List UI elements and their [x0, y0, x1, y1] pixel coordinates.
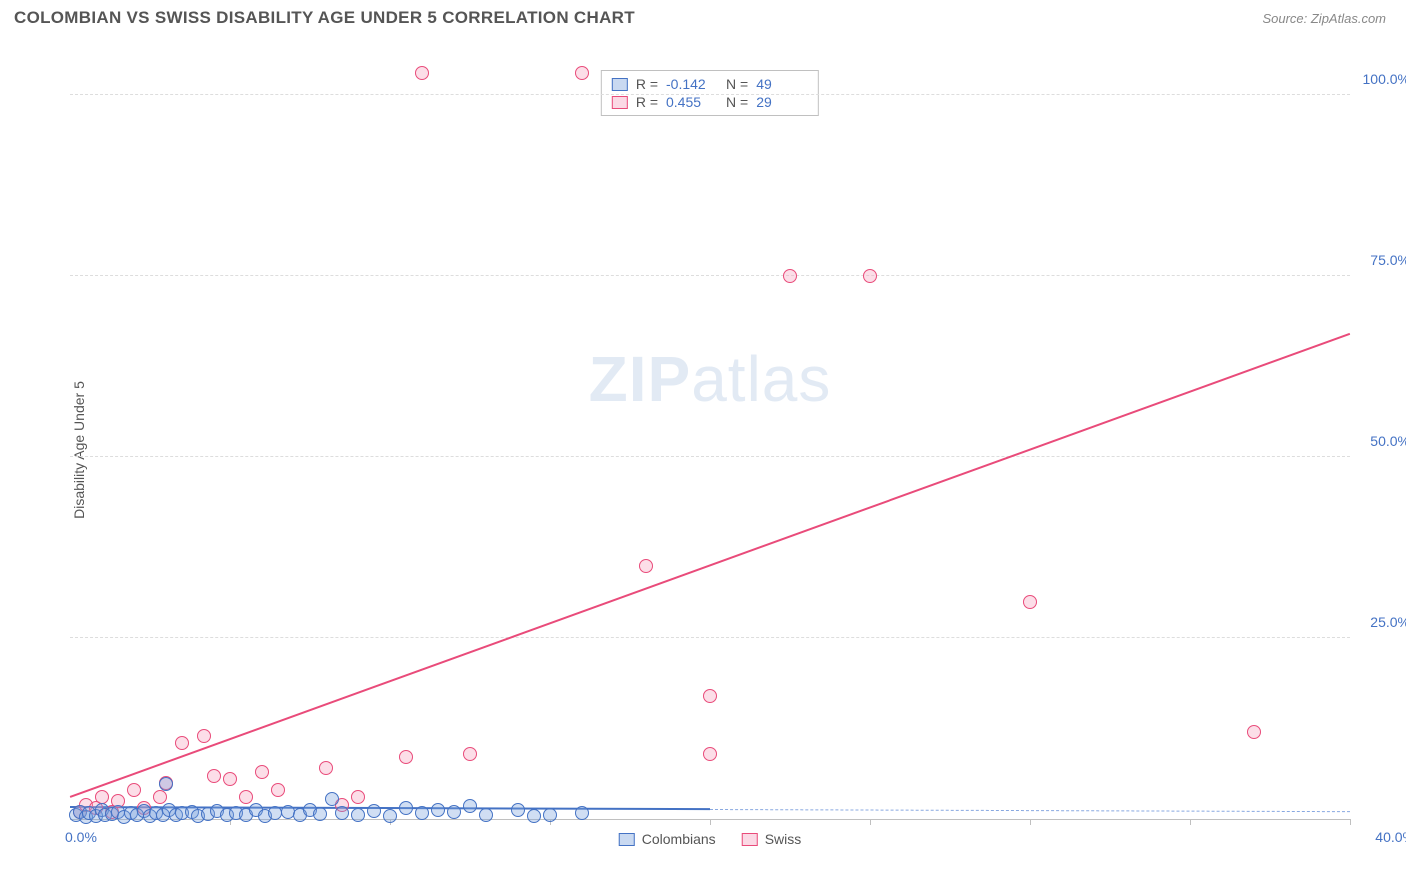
scatter-point [639, 559, 653, 573]
x-tick [1350, 819, 1351, 825]
stat-r-label: R = [636, 76, 658, 92]
x-tick [870, 819, 871, 825]
scatter-point [1247, 725, 1261, 739]
grid-line [70, 456, 1350, 457]
x-tick [710, 819, 711, 825]
scatter-point [351, 808, 365, 822]
scatter-point [399, 750, 413, 764]
legend-item-swiss: Swiss [742, 831, 802, 847]
scatter-point [159, 777, 173, 791]
chart-title: COLOMBIAN VS SWISS DISABILITY AGE UNDER … [14, 8, 635, 28]
scatter-point [175, 736, 189, 750]
y-tick-label: 75.0% [1370, 252, 1406, 268]
scatter-point [863, 269, 877, 283]
scatter-point [447, 805, 461, 819]
scatter-point [543, 808, 557, 822]
scatter-point [223, 772, 237, 786]
legend-label-swiss: Swiss [765, 831, 802, 847]
scatter-point [335, 806, 349, 820]
scatter-point [197, 729, 211, 743]
scatter-point [313, 807, 327, 821]
scatter-point [127, 783, 141, 797]
legend-item-colombians: Colombians [619, 831, 716, 847]
y-tick-label: 25.0% [1370, 614, 1406, 630]
x-axis-min-label: 0.0% [65, 829, 97, 845]
scatter-point [207, 769, 221, 783]
scatter-point [95, 790, 109, 804]
scatter-point [415, 806, 429, 820]
scatter-point [575, 66, 589, 80]
stat-r-pink: 0.455 [666, 94, 718, 110]
scatter-point [319, 761, 333, 775]
swatch-pink-icon [742, 833, 758, 846]
source-attribution: Source: ZipAtlas.com [1262, 11, 1386, 26]
scatter-point [703, 747, 717, 761]
stat-n-blue: 49 [756, 76, 808, 92]
scatter-point [153, 790, 167, 804]
x-tick [1190, 819, 1191, 825]
chart-legend: Colombians Swiss [619, 831, 802, 847]
plot-area: ZIPatlas R = -0.142 N = 49 R = 0.455 N =… [70, 60, 1350, 820]
scatter-point [271, 783, 285, 797]
trend-line [710, 809, 1350, 812]
scatter-point [325, 792, 339, 806]
y-tick-label: 50.0% [1370, 433, 1406, 449]
stats-row-pink: R = 0.455 N = 29 [612, 93, 808, 111]
scatter-point [463, 799, 477, 813]
watermark: ZIPatlas [589, 342, 832, 416]
stat-r-label: R = [636, 94, 658, 110]
watermark-bold: ZIP [589, 343, 692, 415]
stats-row-blue: R = -0.142 N = 49 [612, 75, 808, 93]
grid-line [70, 94, 1350, 95]
scatter-point [511, 803, 525, 817]
grid-line [70, 275, 1350, 276]
swatch-pink-icon [612, 96, 628, 109]
chart-container: Disability Age Under 5 ZIPatlas R = -0.1… [50, 50, 1390, 850]
scatter-point [383, 809, 397, 823]
stat-r-blue: -0.142 [666, 76, 718, 92]
x-axis-max-label: 40.0% [1375, 829, 1406, 845]
scatter-point [239, 790, 253, 804]
stat-n-pink: 29 [756, 94, 808, 110]
y-tick-label: 100.0% [1363, 71, 1406, 87]
scatter-point [367, 804, 381, 818]
scatter-point [463, 747, 477, 761]
scatter-point [431, 803, 445, 817]
scatter-point [399, 801, 413, 815]
scatter-point [703, 689, 717, 703]
scatter-point [351, 790, 365, 804]
swatch-blue-icon [619, 833, 635, 846]
scatter-point [527, 809, 541, 823]
scatter-point [281, 805, 295, 819]
x-tick [1030, 819, 1031, 825]
stats-box: R = -0.142 N = 49 R = 0.455 N = 29 [601, 70, 819, 116]
scatter-point [255, 765, 269, 779]
trend-line [70, 333, 1351, 798]
scatter-point [575, 806, 589, 820]
stat-n-label: N = [726, 76, 748, 92]
scatter-point [1023, 595, 1037, 609]
grid-line [70, 637, 1350, 638]
legend-label-colombians: Colombians [642, 831, 716, 847]
swatch-blue-icon [612, 78, 628, 91]
watermark-light: atlas [691, 343, 831, 415]
scatter-point [268, 806, 282, 820]
stat-n-label: N = [726, 94, 748, 110]
scatter-point [415, 66, 429, 80]
chart-header: COLOMBIAN VS SWISS DISABILITY AGE UNDER … [0, 0, 1406, 32]
scatter-point [479, 808, 493, 822]
scatter-point [783, 269, 797, 283]
